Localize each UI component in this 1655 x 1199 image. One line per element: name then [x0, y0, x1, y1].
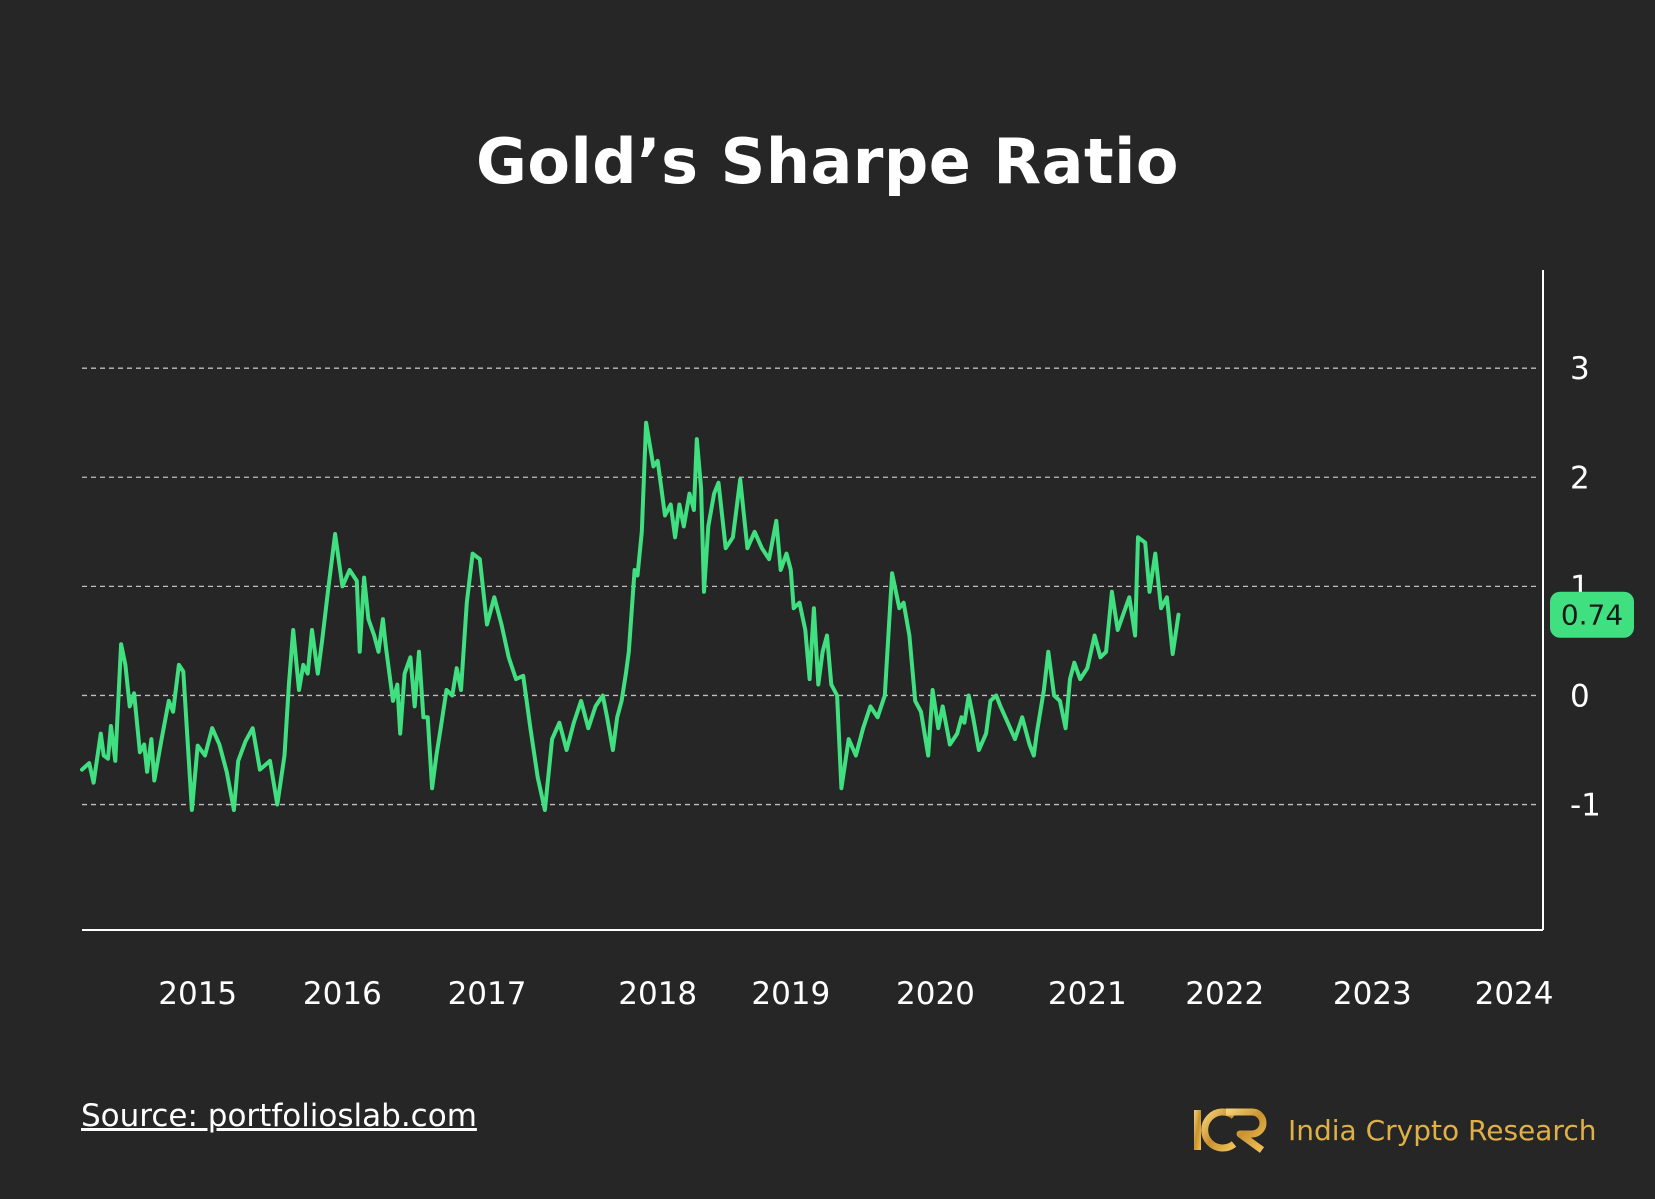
x-tick-label: 2017 [448, 976, 527, 1012]
x-tick-label: 2018 [618, 976, 697, 1012]
x-tick-label: 2019 [751, 976, 830, 1012]
axes [82, 270, 1544, 931]
brand-name: India Crypto Research [1288, 1113, 1597, 1147]
x-tick-label: 2015 [158, 976, 237, 1012]
x-tick-label: 2022 [1185, 976, 1264, 1012]
x-tick-label: 2016 [303, 976, 382, 1012]
chart-title: Gold’s Sharpe Ratio [476, 125, 1179, 198]
y-tick-label: 0 [1570, 678, 1590, 714]
grid-lines [82, 367, 1539, 806]
y-tick-label: 3 [1570, 351, 1590, 387]
x-tick-label: 2020 [896, 976, 975, 1012]
x-tick-label: 2021 [1048, 976, 1127, 1012]
brand: India Crypto Research [1192, 1106, 1596, 1154]
y-tick-label: 2 [1570, 460, 1590, 496]
y-tick-label: -1 [1570, 788, 1601, 824]
x-tick-label: 2024 [1475, 976, 1554, 1012]
icr-logo-icon [1194, 1108, 1267, 1153]
series-line [80, 420, 1181, 812]
source-link[interactable]: Source: portfolioslab.com [81, 1098, 477, 1134]
last-value-label: 0.74 [1561, 599, 1623, 632]
x-tick-label: 2023 [1333, 976, 1412, 1012]
last-value-badge [1550, 591, 1634, 638]
series-layer [80, 420, 1181, 812]
